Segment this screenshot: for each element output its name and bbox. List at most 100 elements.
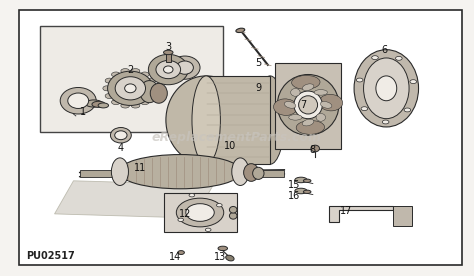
Ellipse shape xyxy=(244,164,259,181)
Bar xyxy=(80,170,284,177)
Ellipse shape xyxy=(205,228,211,232)
Ellipse shape xyxy=(376,76,397,101)
Ellipse shape xyxy=(217,204,222,207)
Ellipse shape xyxy=(166,76,246,164)
Ellipse shape xyxy=(311,145,319,152)
Text: 3: 3 xyxy=(165,42,171,52)
Ellipse shape xyxy=(364,58,409,119)
Text: 17: 17 xyxy=(340,206,352,216)
Text: 8: 8 xyxy=(310,145,316,155)
Ellipse shape xyxy=(105,78,113,83)
Ellipse shape xyxy=(192,76,220,164)
Text: 9: 9 xyxy=(255,83,261,93)
Text: 1: 1 xyxy=(80,107,86,117)
Ellipse shape xyxy=(131,69,140,73)
Ellipse shape xyxy=(291,89,300,96)
Ellipse shape xyxy=(121,104,129,108)
Ellipse shape xyxy=(85,100,102,107)
Ellipse shape xyxy=(277,75,339,135)
Ellipse shape xyxy=(410,80,417,84)
Polygon shape xyxy=(55,181,213,218)
Ellipse shape xyxy=(229,213,237,219)
Ellipse shape xyxy=(140,81,159,103)
Ellipse shape xyxy=(141,100,149,105)
Ellipse shape xyxy=(319,94,343,111)
Ellipse shape xyxy=(303,179,311,182)
Ellipse shape xyxy=(103,86,110,91)
Text: 5: 5 xyxy=(255,59,262,68)
Text: 7: 7 xyxy=(300,100,307,110)
Ellipse shape xyxy=(273,99,297,115)
Ellipse shape xyxy=(110,128,131,143)
Ellipse shape xyxy=(176,198,224,227)
Text: 12: 12 xyxy=(179,209,191,219)
Ellipse shape xyxy=(294,91,322,119)
Ellipse shape xyxy=(150,83,167,103)
Ellipse shape xyxy=(178,251,184,254)
Ellipse shape xyxy=(404,108,410,112)
Text: 14: 14 xyxy=(169,252,182,262)
Polygon shape xyxy=(393,206,412,226)
Ellipse shape xyxy=(164,66,173,73)
Ellipse shape xyxy=(289,115,302,120)
Ellipse shape xyxy=(111,100,119,105)
Ellipse shape xyxy=(232,158,249,185)
Ellipse shape xyxy=(178,218,183,221)
Ellipse shape xyxy=(186,204,214,221)
Polygon shape xyxy=(329,206,393,222)
Ellipse shape xyxy=(299,96,318,114)
Ellipse shape xyxy=(236,28,245,33)
Ellipse shape xyxy=(356,78,363,82)
Ellipse shape xyxy=(176,61,193,74)
Ellipse shape xyxy=(98,103,109,108)
Polygon shape xyxy=(164,193,237,232)
Ellipse shape xyxy=(115,131,127,140)
Ellipse shape xyxy=(372,56,378,60)
Ellipse shape xyxy=(218,246,228,251)
Ellipse shape xyxy=(292,75,320,89)
Ellipse shape xyxy=(302,119,314,126)
Ellipse shape xyxy=(320,102,332,108)
Ellipse shape xyxy=(156,60,181,79)
Ellipse shape xyxy=(125,84,136,93)
Ellipse shape xyxy=(164,50,173,55)
Ellipse shape xyxy=(148,54,188,85)
Ellipse shape xyxy=(121,69,129,73)
Ellipse shape xyxy=(118,155,242,189)
Ellipse shape xyxy=(68,93,89,108)
Ellipse shape xyxy=(229,206,237,213)
Text: 4: 4 xyxy=(118,143,124,153)
Text: 2: 2 xyxy=(127,65,134,75)
Ellipse shape xyxy=(111,72,119,77)
Ellipse shape xyxy=(302,84,314,91)
Ellipse shape xyxy=(256,76,284,164)
Ellipse shape xyxy=(295,177,307,183)
Polygon shape xyxy=(275,63,341,149)
Ellipse shape xyxy=(148,94,155,99)
Ellipse shape xyxy=(111,158,128,185)
Bar xyxy=(166,52,171,62)
Ellipse shape xyxy=(60,87,96,114)
Ellipse shape xyxy=(170,56,200,79)
Ellipse shape xyxy=(284,102,296,108)
Ellipse shape xyxy=(295,188,307,194)
Ellipse shape xyxy=(189,193,195,197)
Ellipse shape xyxy=(253,167,264,179)
Text: 6: 6 xyxy=(381,45,387,55)
Text: 11: 11 xyxy=(134,163,146,173)
Ellipse shape xyxy=(105,94,113,99)
Ellipse shape xyxy=(383,120,389,124)
Text: 10: 10 xyxy=(224,141,236,151)
Bar xyxy=(40,26,223,132)
Ellipse shape xyxy=(141,72,149,77)
Ellipse shape xyxy=(354,50,419,127)
Ellipse shape xyxy=(115,77,146,100)
Ellipse shape xyxy=(296,121,325,134)
Ellipse shape xyxy=(108,71,153,105)
Ellipse shape xyxy=(148,78,155,83)
Text: 16: 16 xyxy=(288,191,300,201)
Ellipse shape xyxy=(131,104,140,108)
Ellipse shape xyxy=(314,90,328,95)
Ellipse shape xyxy=(303,190,311,193)
Ellipse shape xyxy=(226,255,234,261)
